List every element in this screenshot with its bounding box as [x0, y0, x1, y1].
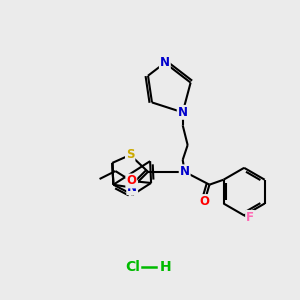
Text: N: N [160, 56, 170, 69]
Text: S: S [126, 148, 134, 161]
Text: F: F [246, 211, 254, 224]
Text: N: N [180, 165, 190, 178]
Text: N: N [178, 106, 188, 119]
Text: O: O [126, 175, 136, 188]
Text: H: H [160, 260, 172, 274]
Text: N: N [127, 181, 137, 194]
Text: Cl: Cl [125, 260, 140, 274]
Text: O: O [200, 195, 209, 208]
